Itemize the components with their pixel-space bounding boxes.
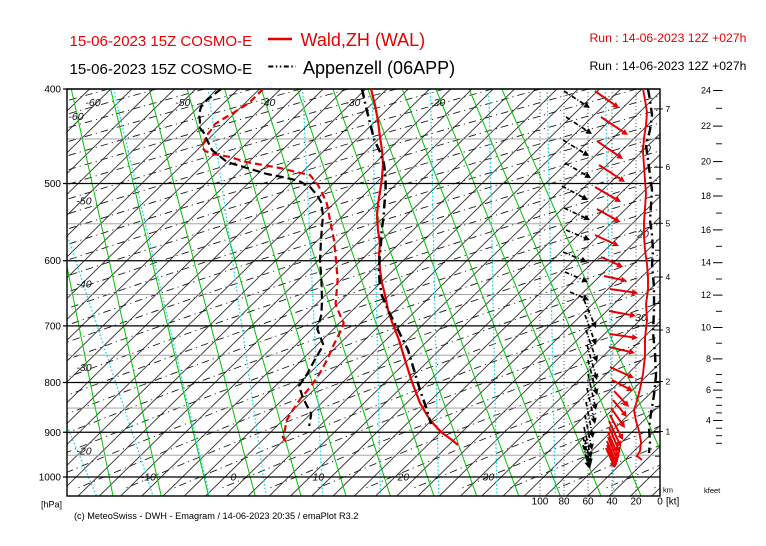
svg-text:[kt]: [kt]	[666, 497, 680, 508]
svg-text:1000: 1000	[39, 472, 62, 483]
svg-text:7: 7	[666, 104, 671, 114]
svg-text:-20: -20	[430, 97, 445, 109]
svg-text:10: 10	[313, 472, 325, 484]
svg-text:24: 24	[701, 86, 711, 96]
svg-text:0: 0	[657, 497, 663, 508]
svg-text:600: 600	[44, 256, 61, 267]
svg-text:30: 30	[635, 312, 647, 324]
svg-text:(c) MeteoSwiss - DWH - Emagram: (c) MeteoSwiss - DWH - Emagram / 14-06-2…	[74, 511, 358, 521]
svg-text:1: 1	[666, 427, 671, 437]
svg-text:20: 20	[636, 229, 649, 241]
svg-text:60: 60	[582, 497, 594, 508]
svg-text:Run : 14-06-2023 12Z +027h: Run : 14-06-2023 12Z +027h	[590, 31, 747, 45]
svg-text:10: 10	[701, 322, 711, 332]
svg-text:-30: -30	[76, 362, 91, 374]
svg-text:-20: -20	[76, 445, 91, 457]
svg-text:500: 500	[44, 179, 61, 190]
svg-text:6: 6	[706, 385, 711, 395]
svg-text:0: 0	[230, 472, 236, 484]
svg-text:-60: -60	[85, 97, 100, 109]
svg-text:15-06-2023 15Z COSMO-E: 15-06-2023 15Z COSMO-E	[70, 33, 253, 50]
svg-text:15-06-2023 15Z COSMO-E: 15-06-2023 15Z COSMO-E	[70, 61, 253, 78]
svg-text:100: 100	[532, 497, 549, 508]
svg-text:30: 30	[483, 472, 495, 484]
svg-text:-50: -50	[76, 195, 91, 207]
svg-text:18: 18	[701, 191, 711, 201]
svg-text:12: 12	[701, 290, 711, 300]
svg-text:Appenzell (06APP): Appenzell (06APP)	[303, 58, 455, 78]
svg-text:5: 5	[666, 218, 671, 228]
svg-text:20: 20	[630, 497, 642, 508]
svg-text:20: 20	[397, 472, 410, 484]
svg-text:8: 8	[706, 354, 711, 364]
svg-text:14: 14	[701, 258, 711, 268]
svg-text:800: 800	[44, 378, 61, 389]
svg-text:80: 80	[558, 497, 570, 508]
svg-text:2: 2	[666, 377, 671, 387]
svg-text:22: 22	[701, 121, 711, 131]
svg-text:6: 6	[666, 162, 671, 172]
svg-text:kfeet: kfeet	[704, 486, 721, 495]
svg-text:-50: -50	[175, 97, 190, 109]
svg-text:900: 900	[44, 428, 61, 439]
svg-text:Run : 14-06-2023 12Z +027h: Run : 14-06-2023 12Z +027h	[590, 59, 747, 73]
svg-text:Wald,ZH (WAL): Wald,ZH (WAL)	[301, 30, 426, 50]
svg-text:400: 400	[44, 85, 61, 96]
svg-text:4: 4	[666, 272, 671, 282]
svg-text:[hPa]: [hPa]	[41, 500, 62, 510]
svg-text:-30: -30	[345, 97, 360, 109]
svg-text:-40: -40	[260, 97, 275, 109]
svg-text:-60: -60	[68, 111, 83, 123]
svg-text:km: km	[663, 486, 673, 495]
svg-text:-40: -40	[76, 279, 91, 291]
svg-text:4: 4	[706, 416, 711, 426]
svg-text:-10: -10	[141, 472, 156, 484]
svg-text:20: 20	[701, 157, 711, 167]
svg-text:10: 10	[639, 143, 651, 155]
svg-text:16: 16	[701, 225, 711, 235]
svg-text:40: 40	[606, 497, 618, 508]
svg-text:700: 700	[44, 321, 61, 332]
svg-text:3: 3	[666, 325, 671, 335]
